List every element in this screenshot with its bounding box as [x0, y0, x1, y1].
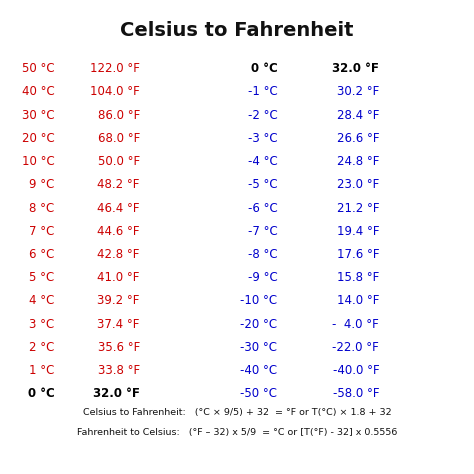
Text: -  4.0 °F: - 4.0 °F: [332, 318, 379, 331]
Text: 8 °C: 8 °C: [29, 201, 55, 215]
Text: 21.2 °F: 21.2 °F: [337, 201, 379, 215]
Text: 39.2 °F: 39.2 °F: [98, 294, 140, 308]
Text: -9 °C: -9 °C: [247, 271, 277, 284]
Text: 17.6 °F: 17.6 °F: [337, 248, 379, 261]
Text: 37.4 °F: 37.4 °F: [98, 318, 140, 331]
Text: 2 °C: 2 °C: [29, 341, 55, 354]
Text: 28.4 °F: 28.4 °F: [337, 109, 379, 122]
Text: 32.0 °F: 32.0 °F: [93, 387, 140, 401]
Text: -1 °C: -1 °C: [247, 85, 277, 99]
Text: Fahrenheit to Celsius:   (°F – 32) x 5/9  = °C or [T(°F) - 32] x 0.5556: Fahrenheit to Celsius: (°F – 32) x 5/9 =…: [77, 428, 397, 437]
Text: -40 °C: -40 °C: [240, 364, 277, 377]
Text: 35.6 °F: 35.6 °F: [98, 341, 140, 354]
Text: -50 °C: -50 °C: [240, 387, 277, 401]
Text: 19.4 °F: 19.4 °F: [337, 225, 379, 238]
Text: 10 °C: 10 °C: [22, 155, 55, 168]
Text: -40.0 °F: -40.0 °F: [333, 364, 379, 377]
Text: 46.4 °F: 46.4 °F: [97, 201, 140, 215]
Text: 30 °C: 30 °C: [22, 109, 55, 122]
Text: -30 °C: -30 °C: [240, 341, 277, 354]
Text: -22.0 °F: -22.0 °F: [332, 341, 379, 354]
Text: Celsius to Fahrenheit: Celsius to Fahrenheit: [120, 21, 354, 40]
Text: -2 °C: -2 °C: [247, 109, 277, 122]
Text: 68.0 °F: 68.0 °F: [98, 132, 140, 145]
Text: 0 °C: 0 °C: [28, 387, 55, 401]
Text: 15.8 °F: 15.8 °F: [337, 271, 379, 284]
Text: 44.6 °F: 44.6 °F: [97, 225, 140, 238]
Text: -4 °C: -4 °C: [247, 155, 277, 168]
Text: 7 °C: 7 °C: [29, 225, 55, 238]
Text: 26.6 °F: 26.6 °F: [337, 132, 379, 145]
Text: 6 °C: 6 °C: [29, 248, 55, 261]
Text: -58.0 °F: -58.0 °F: [333, 387, 379, 401]
Text: 50 °C: 50 °C: [22, 62, 55, 75]
Text: 48.2 °F: 48.2 °F: [98, 178, 140, 191]
Text: -3 °C: -3 °C: [247, 132, 277, 145]
Text: 23.0 °F: 23.0 °F: [337, 178, 379, 191]
Text: -10 °C: -10 °C: [240, 294, 277, 308]
Text: -7 °C: -7 °C: [247, 225, 277, 238]
Text: 20 °C: 20 °C: [22, 132, 55, 145]
Text: 24.8 °F: 24.8 °F: [337, 155, 379, 168]
Text: 104.0 °F: 104.0 °F: [90, 85, 140, 99]
Text: 32.0 °F: 32.0 °F: [332, 62, 379, 75]
Text: 1 °C: 1 °C: [29, 364, 55, 377]
Text: 42.8 °F: 42.8 °F: [98, 248, 140, 261]
Text: -8 °C: -8 °C: [247, 248, 277, 261]
Text: 50.0 °F: 50.0 °F: [98, 155, 140, 168]
Text: 122.0 °F: 122.0 °F: [90, 62, 140, 75]
Text: -6 °C: -6 °C: [247, 201, 277, 215]
Text: 4 °C: 4 °C: [29, 294, 55, 308]
Text: 3 °C: 3 °C: [29, 318, 55, 331]
Text: 30.2 °F: 30.2 °F: [337, 85, 379, 99]
Text: 41.0 °F: 41.0 °F: [98, 271, 140, 284]
Text: -5 °C: -5 °C: [247, 178, 277, 191]
Text: 33.8 °F: 33.8 °F: [98, 364, 140, 377]
Text: 40 °C: 40 °C: [22, 85, 55, 99]
Text: 9 °C: 9 °C: [29, 178, 55, 191]
Text: 5 °C: 5 °C: [29, 271, 55, 284]
Text: 14.0 °F: 14.0 °F: [337, 294, 379, 308]
Text: 86.0 °F: 86.0 °F: [98, 109, 140, 122]
Text: Celsius to Fahrenheit:   (°C × 9/5) + 32  = °F or T(°C) × 1.8 + 32: Celsius to Fahrenheit: (°C × 9/5) + 32 =…: [82, 408, 392, 417]
Text: 0 °C: 0 °C: [251, 62, 277, 75]
Text: -20 °C: -20 °C: [240, 318, 277, 331]
